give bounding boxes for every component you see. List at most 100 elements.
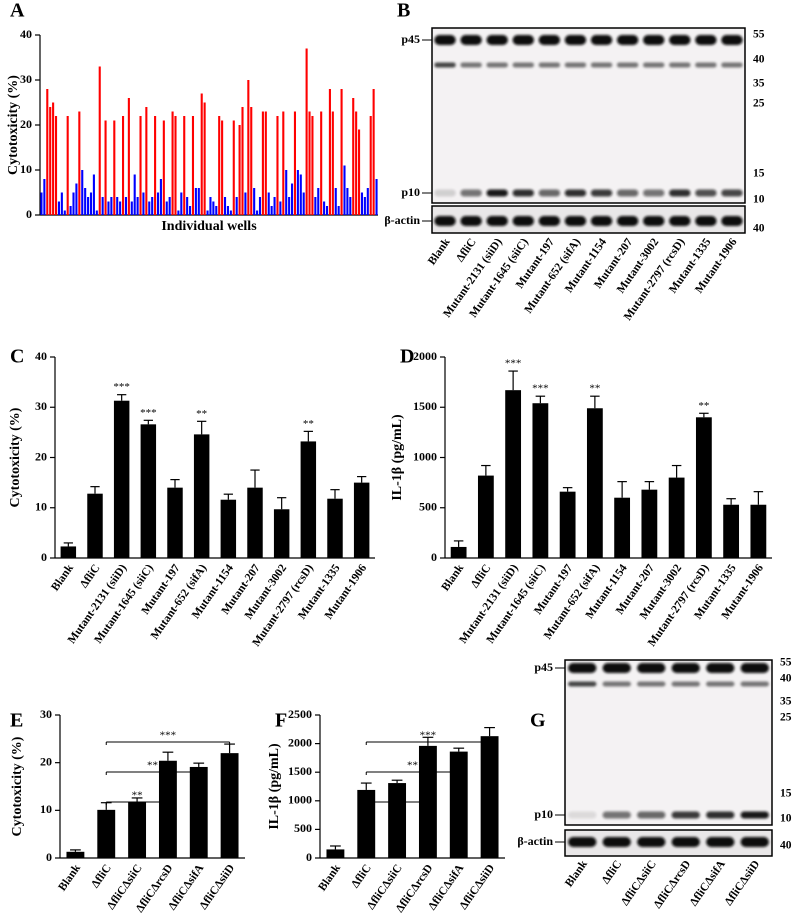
y-tick-label: 1500 [288, 764, 312, 778]
band-p45 [590, 35, 613, 45]
band-upper [512, 62, 534, 68]
band-p10 [568, 811, 597, 819]
y-tick-label: 500 [419, 500, 437, 514]
bar [168, 197, 171, 215]
bar [158, 760, 177, 858]
bar [203, 102, 206, 215]
band-actin [512, 216, 534, 226]
bar [209, 197, 212, 215]
bar [363, 197, 366, 215]
x-tick-label: Blank [56, 862, 83, 893]
y-tick-label: 1500 [413, 399, 437, 413]
panel-label: A [10, 0, 25, 22]
bar [299, 174, 302, 215]
bar [69, 206, 72, 215]
band-p10 [460, 189, 482, 197]
comparison-label: *** [160, 730, 177, 742]
bar [174, 116, 177, 215]
band-p45 [434, 35, 456, 45]
bar [244, 192, 247, 215]
bar [276, 116, 279, 215]
bar [273, 509, 290, 558]
bar [343, 165, 346, 215]
bar [57, 201, 60, 215]
bar [270, 206, 273, 215]
band-p45 [721, 35, 743, 45]
bar [223, 197, 227, 215]
bar [326, 849, 345, 858]
band-upper [434, 62, 456, 68]
loading-frame [564, 829, 773, 857]
band-p10 [590, 189, 613, 197]
significance: ** [303, 418, 314, 430]
bar [238, 125, 241, 215]
bar [60, 546, 77, 558]
bar [418, 745, 437, 858]
band-upper [486, 62, 508, 68]
bar [200, 93, 203, 215]
bar [72, 192, 75, 215]
x-tick-label: Blank [49, 562, 76, 593]
bar [151, 197, 154, 215]
lane-label: Blank [563, 858, 590, 889]
bar [66, 116, 69, 215]
marker-label: 15 [753, 168, 765, 180]
bar [253, 188, 256, 215]
panel-label: C [10, 346, 24, 368]
bar [128, 801, 147, 858]
lane-label: Blank [426, 236, 453, 267]
bar [320, 111, 323, 215]
comparison-label: ** [407, 760, 418, 772]
lane-label: ΔfliCΔsiiD [723, 858, 763, 908]
bar [267, 192, 270, 215]
y-tick-label: 10 [35, 500, 47, 514]
bar [285, 170, 288, 215]
error-bar [277, 497, 287, 510]
x-tick-label: ΔfliC [469, 562, 494, 590]
bar [328, 89, 331, 215]
y-axis-label: IL-1β (pg/mL) [267, 743, 282, 830]
band-label: p45 [534, 660, 553, 674]
band-p10 [434, 189, 456, 197]
y-tick-label: 20 [20, 117, 32, 131]
bar [127, 98, 130, 215]
error-bar [357, 475, 367, 483]
bar [369, 116, 372, 215]
bar [171, 111, 174, 215]
band-p45 [671, 663, 700, 673]
comparison-label: *** [420, 730, 437, 742]
marker-label: 35 [780, 696, 792, 708]
error-bar [484, 726, 495, 737]
bar [334, 188, 337, 215]
band-actin [706, 837, 735, 847]
marker-label: 10 [780, 813, 792, 825]
band-p45 [602, 663, 631, 673]
band-p45 [669, 35, 691, 45]
bar [273, 197, 276, 215]
band-p45 [568, 663, 597, 673]
band-actin [434, 216, 456, 226]
bar [78, 111, 81, 215]
bar [232, 120, 235, 215]
band-p10 [669, 189, 691, 197]
x-tick-label: ΔfliC [89, 862, 114, 890]
band-p45 [512, 35, 534, 45]
bar [317, 188, 320, 215]
y-tick-label: 40 [20, 27, 32, 41]
band-p10 [637, 811, 666, 819]
bar [256, 210, 259, 215]
bar [331, 111, 334, 215]
error-bar [131, 797, 143, 802]
bar [695, 417, 712, 558]
bar [311, 116, 314, 215]
panel-label: G [530, 710, 546, 732]
band-label: p10 [401, 185, 420, 199]
bar [477, 475, 494, 558]
band-actin [460, 216, 482, 226]
bar [75, 183, 78, 215]
band-actin [568, 837, 597, 847]
bar [87, 493, 103, 558]
bar [113, 400, 130, 558]
bar [101, 197, 104, 215]
